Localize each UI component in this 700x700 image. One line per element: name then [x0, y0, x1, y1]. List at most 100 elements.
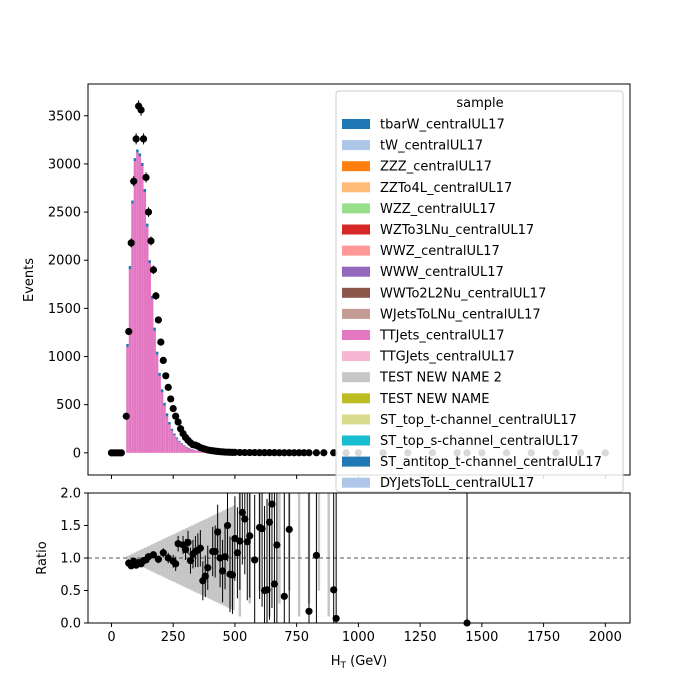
x-tick-label: 0 [107, 630, 115, 645]
ratio-point [330, 586, 338, 594]
ratio-point [246, 532, 254, 540]
stack-bar-top-sliver [158, 372, 161, 376]
data-point [169, 404, 177, 413]
ratio-y-tick-label: 0.5 [60, 584, 81, 599]
stack-bar-top-sliver [136, 149, 139, 153]
legend-entry-label: WZTo3LNu_centralUL17 [380, 223, 534, 238]
legend-entry-label: TTGJets_centralUL17 [379, 350, 515, 365]
ratio-point [273, 541, 281, 549]
ratio-y-tick-label: 1.5 [60, 519, 81, 534]
data-point [285, 449, 293, 457]
legend-swatch [342, 182, 370, 193]
stack-bar-ttjets [131, 203, 134, 453]
ratio-point [332, 614, 340, 623]
data-point [127, 239, 135, 247]
legend-swatch [342, 330, 370, 340]
ratio-point [238, 508, 246, 517]
ratio-uncertainty-band [297, 493, 301, 617]
x-tick-label: 1000 [342, 630, 375, 645]
ratio-point [201, 572, 209, 580]
stack-bar-top-sliver [143, 188, 147, 192]
data-point [157, 338, 165, 346]
data-point [144, 208, 153, 216]
stack-bar-ttjets [146, 226, 149, 453]
ratio-point [236, 537, 244, 545]
legend-entry-label: ST_top_t-channel_centralUL17 [380, 413, 577, 428]
data-point [305, 449, 313, 457]
stack-bar-top-sliver [160, 389, 164, 393]
top-y-tick-label: 500 [56, 398, 81, 413]
legend-entry-label: tW_centralUL17 [380, 139, 483, 154]
legend-swatch [342, 477, 370, 488]
x-tick-label: 250 [161, 630, 186, 645]
stack-bar-ttjets [180, 443, 184, 453]
ratio-y-tick-label: 2.0 [60, 487, 81, 502]
stack-bar-ttjets [178, 441, 181, 453]
stack-bar-ttjets [153, 330, 156, 453]
stack-bar-top-sliver [168, 422, 171, 425]
stack-bar-top-sliver [165, 413, 169, 417]
ratio-point [265, 518, 274, 526]
ratio-uncertainty-band [278, 493, 281, 604]
legend-swatch [342, 414, 370, 425]
legend-entry-label: ZZTo4L_centralUL17 [380, 181, 512, 196]
data-point [300, 449, 308, 457]
data-point [125, 327, 133, 336]
top-y-tick-label: 0 [73, 446, 81, 461]
stack-bar-ttjets [163, 405, 166, 453]
ratio-uncertainty-band [175, 532, 179, 584]
top-y-tick-label: 3000 [48, 157, 81, 172]
stack-bar-ttjets [192, 450, 196, 453]
stack-bar-ttjets [173, 435, 176, 453]
stack-bar-ttjets [148, 263, 151, 453]
stack-bar-ttjets [150, 298, 154, 453]
top-y-axis-label: Events [22, 258, 37, 302]
x-tick-label: 1500 [465, 630, 498, 645]
ratio-point [211, 547, 219, 556]
stack-bar-ttjets [126, 347, 129, 453]
stack-bar-top-sliver [180, 443, 184, 444]
ratio-point [268, 500, 276, 508]
stack-bar-ttjets [188, 448, 191, 453]
stack-bar-ttjets [128, 269, 132, 453]
legend-swatch [342, 393, 370, 404]
stack-bar-top-sliver [146, 223, 149, 227]
ratio-point [184, 538, 192, 547]
ratio-point [228, 571, 237, 579]
legend-swatch [342, 456, 370, 467]
ratio-point [241, 515, 249, 523]
legend-entry-label: WWW_centralUL17 [380, 265, 504, 280]
data-point [280, 449, 288, 457]
ratio-uncertainty-band [183, 529, 186, 587]
data-point [241, 448, 249, 457]
data-point [159, 356, 167, 364]
data-point [256, 449, 264, 457]
ratio-point [270, 580, 279, 588]
ratio-point [263, 586, 271, 594]
ratio-point [285, 525, 293, 534]
legend-entry-label: tbarW_centralUL17 [380, 118, 505, 133]
ratio-uncertainty-band [128, 554, 132, 562]
legend-swatch [342, 119, 370, 129]
ratio-uncertainty-band [160, 539, 164, 577]
data-point [172, 412, 180, 420]
stack-bar-top-sliver [173, 433, 176, 436]
ratio-point [258, 525, 266, 533]
stack-bar-top-sliver [126, 344, 129, 348]
ratio-point [233, 549, 241, 557]
stack-bar-top-sliver [163, 402, 166, 406]
data-point [260, 449, 269, 457]
ratio-y-tick-label: 0.0 [60, 617, 81, 632]
legend-entry-label: WZZ_centralUL17 [380, 202, 496, 217]
stack-bar-ttjets [133, 161, 137, 453]
data-point [290, 449, 298, 457]
legend-swatch [342, 161, 370, 172]
stack-bar-top-sliver [178, 440, 181, 442]
ratio-point [159, 549, 167, 557]
stack-bar-ttjets [183, 445, 186, 453]
top-y-axis-ticks: 0 500 1000 1500 2000 2500 3000 3500 [48, 109, 88, 461]
legend-entry-label: DYJetsToLL_centralUL17 [380, 476, 534, 491]
legend-entry-label: TEST NEW NAME 2 [379, 371, 502, 386]
x-tick-label: 1750 [527, 630, 560, 645]
ratio-point [154, 555, 162, 563]
